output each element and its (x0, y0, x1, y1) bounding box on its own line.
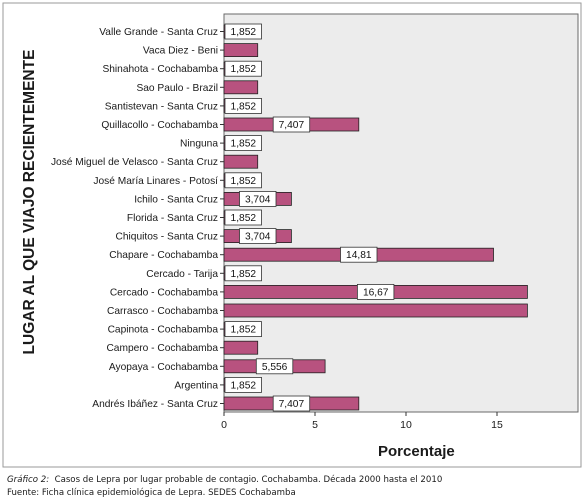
data-label: 16,67 (363, 287, 389, 298)
y-tick-label: Argentina (174, 380, 218, 391)
data-label-box (224, 60, 262, 77)
data-label-box (224, 98, 262, 114)
x-tick-label: 10 (400, 419, 412, 431)
y-tick-label: Ninguna (180, 139, 218, 150)
y-tick-label: Cercado - Cochabamba (110, 287, 218, 298)
data-label: 1,852 (231, 380, 257, 391)
plot-area (223, 13, 579, 413)
y-tick-label: Valle Grande - Santa Cruz (99, 27, 218, 38)
data-label-box (224, 172, 262, 189)
x-axis-ticks: 0 5 10 15 (221, 412, 503, 431)
data-label: 5,556 (262, 362, 288, 373)
figure-label: Gráfico 2: (7, 475, 50, 485)
bar (223, 43, 259, 57)
y-tick-label: José Miguel de Velasco - Santa Cruz (51, 157, 218, 168)
data-label-box (272, 395, 311, 412)
data-label: 1,852 (231, 325, 257, 336)
data-label-box (224, 209, 262, 226)
x-tick-label: 5 (312, 419, 318, 431)
caption-source: Fuente: Ficha clínica epidemiológica de … (7, 488, 296, 498)
data-label-box (340, 246, 378, 263)
y-tick-label: Carrasco - Cochabamba (107, 306, 218, 317)
y-tick-label: Ayopaya - Cochabamba (109, 362, 218, 373)
data-label: 3,704 (245, 194, 271, 205)
bars-group: 1,852 1,852 1,852 7,407 1,852 1,852 3,704 1,852… (223, 23, 528, 412)
data-label: 1,852 (231, 64, 257, 75)
data-label: 1,852 (231, 269, 257, 280)
y-tick-label: Chapare - Cochabamba (109, 250, 218, 261)
bar (223, 80, 259, 95)
y-tick-labels: Valle Grande - Santa Cruz Vaca Diez - Ben… (51, 27, 224, 410)
figure-text: Casos de Lepra por lugar probable de con… (54, 475, 443, 485)
data-label-box (255, 358, 294, 375)
bar (223, 154, 259, 169)
bar (223, 340, 259, 355)
data-label: 1,852 (231, 27, 257, 38)
y-tick-label: Vaca Diez - Beni (143, 46, 218, 57)
y-tick-label: Quillacollo - Cochabamba (101, 120, 218, 131)
data-label-box (224, 135, 262, 152)
y-tick-label: Sao Paulo - Brazil (136, 83, 218, 94)
data-label: 1,852 (231, 213, 257, 224)
data-label-box (224, 376, 262, 393)
data-label-box (272, 116, 311, 133)
data-label: 3,704 (245, 232, 271, 243)
data-label-box (224, 321, 262, 338)
x-axis-title: Porcentaje (378, 443, 455, 460)
data-label-box (356, 283, 395, 300)
bar (223, 303, 528, 318)
figure-caption: Gráfico 2: Casos de Lepra por lugar prob… (7, 474, 582, 500)
y-tick-label: Shinahota - Cochabamba (102, 64, 218, 75)
data-label-box (239, 228, 277, 245)
y-tick-label: Florida - Santa Cruz (127, 213, 218, 224)
y-tick-label: Cercado - Tarija (146, 269, 218, 280)
y-tick-label: Campero - Cochabamba (106, 343, 218, 354)
y-tick-label: Ichilo - Santa Cruz (134, 194, 218, 205)
data-label: 14,81 (346, 250, 372, 261)
y-tick-label: Santistevan - Santa Cruz (105, 101, 218, 112)
y-axis-title: LUGAR AL QUE VIAJO RECIENTEMENTE (21, 50, 38, 355)
y-tick-label: José María Linares - Potosí (93, 176, 218, 187)
data-label: 1,852 (231, 101, 257, 112)
data-label-box (224, 23, 262, 40)
x-tick-label: 15 (491, 419, 503, 431)
data-label-box (239, 190, 277, 207)
data-label-box (224, 265, 262, 282)
y-tick-label: Capinota - Cochabamba (108, 325, 219, 336)
caption-title-line: Gráfico 2: Casos de Lepra por lugar prob… (7, 474, 582, 487)
data-label: 1,852 (231, 176, 257, 187)
y-tick-label: Chiquitos - Santa Cruz (116, 232, 219, 243)
x-tick-label: 0 (221, 419, 227, 431)
data-label: 1,852 (231, 139, 257, 150)
data-label: 7,407 (279, 399, 305, 410)
data-label: 7,407 (279, 120, 305, 131)
y-tick-label: Andrés Ibáñez - Santa Cruz (92, 399, 218, 410)
bar-chart: 1,852 1,852 1,852 7,407 1,852 1,852 3,704 1,852… (2, 2, 582, 468)
